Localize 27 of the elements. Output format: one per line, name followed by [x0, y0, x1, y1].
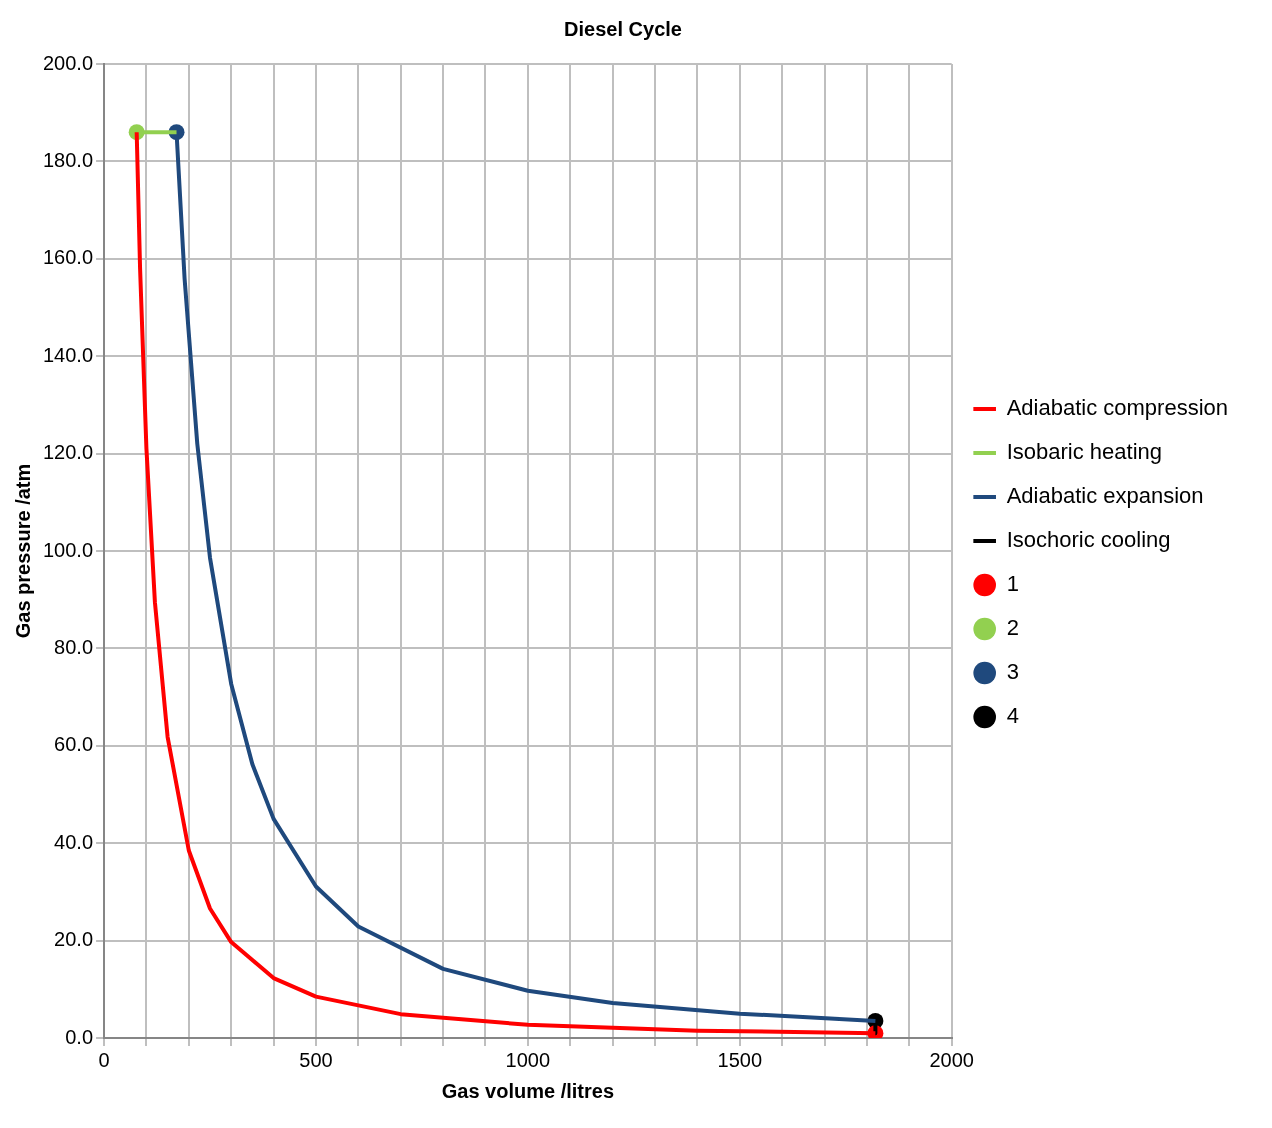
y-tick-label: 20.0 — [54, 928, 94, 951]
x-tick-label: 500 — [299, 1048, 333, 1071]
legend-label: 4 — [1006, 703, 1019, 729]
y-tick-label: 140.0 — [42, 343, 94, 366]
x-axis-title: Gas volume /litres — [441, 1079, 615, 1102]
y-tick-label: 180.0 — [42, 148, 94, 171]
legend-label: Adiabatic expansion — [1006, 483, 1204, 509]
x-tick-label: 1000 — [505, 1048, 551, 1071]
y-tick-label: 200.0 — [42, 51, 94, 74]
y-tick-label: 120.0 — [42, 441, 94, 464]
y-axis-title: Gas pressure /atm — [11, 463, 34, 639]
chart-title: Diesel Cycle — [564, 17, 682, 40]
legend-label: Isobaric heating — [1006, 439, 1162, 465]
y-tick-label: 160.0 — [42, 246, 94, 269]
legend-label: 2 — [1006, 615, 1019, 641]
y-tick-label: 60.0 — [54, 733, 94, 756]
legend-label: 1 — [1006, 571, 1019, 597]
legend-label: Adiabatic compression — [1006, 395, 1229, 421]
x-tick-label: 0 — [98, 1048, 110, 1071]
legend-label: Isochoric cooling — [1006, 527, 1171, 553]
y-tick-label: 100.0 — [42, 538, 94, 561]
x-tick-label: 2000 — [929, 1048, 974, 1071]
y-tick-label: 80.0 — [54, 635, 94, 658]
y-tick-label: 40.0 — [54, 830, 94, 853]
x-tick-label: 1500 — [717, 1048, 763, 1071]
y-tick-label: 0.0 — [65, 1025, 94, 1048]
legend-label: 3 — [1006, 659, 1019, 685]
